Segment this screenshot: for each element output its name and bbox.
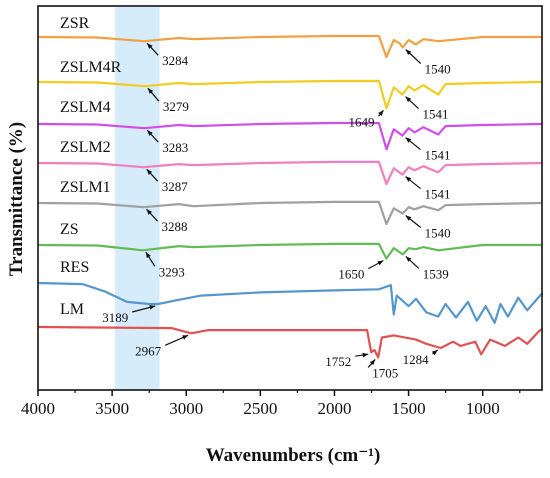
series-line-zslm1 — [37, 200, 543, 226]
series-label-zslm2: ZSLM2 — [60, 139, 111, 156]
annotation-arrowhead — [146, 169, 153, 175]
annotation-arrowhead — [405, 215, 412, 221]
x-tick-label: 1000 — [466, 399, 500, 418]
x-tick-label: 3000 — [169, 399, 203, 418]
series-label-zslm1: ZSLM1 — [60, 179, 111, 196]
y-axis-title: Transmittance (%) — [6, 122, 27, 276]
series-label-zsr: ZSR — [60, 15, 90, 32]
series-line-zslm4 — [37, 121, 543, 151]
annotation-label: 1650 — [338, 267, 364, 282]
annotation-arrowhead — [405, 96, 412, 103]
annotation-arrowhead — [145, 252, 151, 259]
annotation-arrowhead — [431, 350, 438, 356]
annotation-label: 1541 — [425, 148, 451, 163]
annotation-label: 1284 — [403, 352, 430, 367]
x-tick-label: 4000 — [21, 399, 55, 418]
annotation-label: 3287 — [162, 179, 189, 194]
annotation-arrowhead — [378, 110, 384, 116]
annotation-label: 3283 — [162, 140, 188, 155]
annotation-arrowhead — [377, 260, 384, 266]
annotation-arrowhead — [147, 130, 153, 136]
annotation-label: 1649 — [349, 114, 375, 129]
annotation-arrowhead — [405, 137, 412, 143]
annotation-arrowhead — [149, 305, 156, 310]
highlight-band — [115, 7, 160, 390]
series-line-zslm2 — [37, 160, 543, 186]
annotation-arrowhead — [369, 359, 376, 366]
annotation-label: 1541 — [425, 187, 451, 202]
annotation-label: 1540 — [425, 226, 451, 241]
annotation-label: 3293 — [159, 264, 185, 279]
annotation-arrowhead — [182, 335, 189, 340]
annotation-arrowhead — [405, 256, 412, 262]
annotation-label: 3288 — [162, 219, 188, 234]
series-label-zs: ZS — [60, 221, 79, 238]
series-line-zslm4r — [37, 79, 543, 110]
annotation-label: 1705 — [372, 365, 398, 380]
annotation-arrowhead — [147, 43, 153, 49]
series-label-zslm4: ZSLM4 — [60, 99, 111, 116]
annotation-label: 2967 — [135, 343, 162, 358]
annotation-label: 3284 — [162, 53, 189, 68]
x-tick-label: 3500 — [95, 399, 129, 418]
annotation-label: 1541 — [423, 107, 449, 122]
series-label-res: RES — [60, 259, 89, 276]
series-line-zs — [37, 242, 542, 260]
x-axis-title: Wavenumbers (cm⁻¹) — [206, 445, 381, 466]
series-label-lm: LM — [60, 301, 84, 318]
annotation-label: 3189 — [102, 310, 128, 325]
annotation-label: 1752 — [325, 354, 351, 369]
annotation-arrowhead — [405, 49, 412, 55]
series-line-res — [37, 281, 543, 324]
series-line-lm — [37, 325, 543, 359]
series-label-zslm4r: ZSLM4R — [60, 59, 122, 76]
annotation-label: 1540 — [425, 62, 451, 77]
annotation-arrowhead — [362, 352, 369, 358]
x-tick-label: 2500 — [243, 399, 277, 418]
annotation-arrowhead — [147, 88, 154, 94]
annotation-label: 1539 — [423, 266, 449, 281]
x-tick-label: 2000 — [317, 399, 351, 418]
annotation-label: 3279 — [163, 99, 189, 114]
annotation-arrowhead — [405, 176, 412, 182]
series-line-zsr — [37, 34, 542, 59]
x-tick-label: 1500 — [392, 399, 426, 418]
annotation-arrowhead — [146, 209, 153, 215]
plot-frame — [37, 5, 543, 391]
